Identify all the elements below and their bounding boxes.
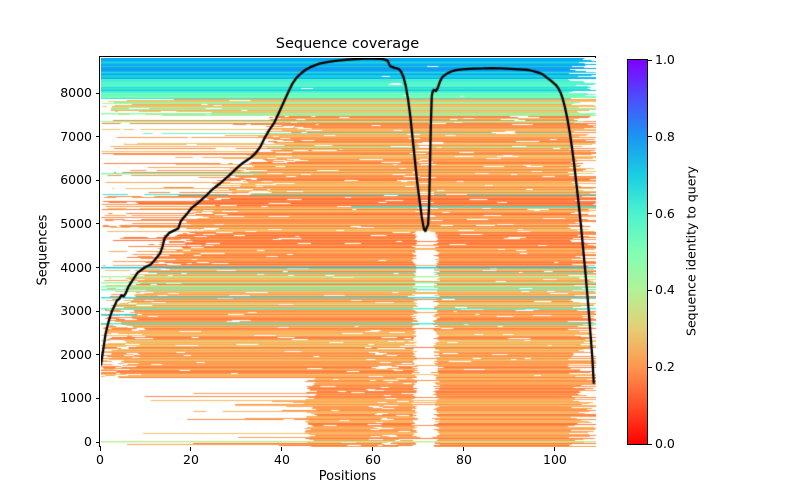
x-tick-label: 40 bbox=[274, 452, 290, 467]
y-tick-label: 7000 bbox=[60, 128, 92, 144]
colorbar-tick-mark bbox=[648, 366, 652, 368]
y-tick-mark bbox=[96, 136, 100, 138]
x-tick-label: 60 bbox=[365, 452, 381, 467]
y-tick-mark bbox=[96, 92, 100, 94]
x-tick-label: 100 bbox=[543, 452, 567, 467]
plot-area bbox=[99, 56, 596, 447]
colorbar-tick-label: 0.0 bbox=[655, 435, 675, 451]
colorbar-tick-label: 0.2 bbox=[655, 358, 675, 374]
y-tick-label: 4000 bbox=[60, 259, 92, 275]
plot-title: Sequence coverage bbox=[275, 36, 420, 52]
x-tick-mark bbox=[372, 447, 374, 451]
y-tick-label: 6000 bbox=[60, 172, 92, 188]
y-tick-label: 8000 bbox=[60, 84, 92, 100]
y-tick-label: 2000 bbox=[60, 346, 92, 362]
x-tick-mark bbox=[281, 447, 283, 451]
x-axis-label: Positions bbox=[318, 469, 377, 484]
y-tick-label: 5000 bbox=[60, 215, 92, 231]
x-tick-mark bbox=[463, 447, 465, 451]
msa-coverage-canvas bbox=[101, 58, 596, 447]
colorbar-tick-mark bbox=[648, 443, 652, 445]
y-tick-mark bbox=[96, 223, 100, 225]
y-tick-mark bbox=[96, 441, 100, 443]
colorbar-tick-mark bbox=[648, 136, 652, 138]
y-tick-mark bbox=[96, 267, 100, 269]
y-tick-mark bbox=[96, 310, 100, 312]
x-tick-mark bbox=[99, 447, 101, 451]
y-axis-label: Sequences bbox=[35, 214, 51, 286]
colorbar-tick-label: 0.4 bbox=[655, 282, 675, 298]
y-tick-label: 0 bbox=[84, 433, 92, 449]
colorbar-tick-label: 0.6 bbox=[655, 205, 675, 221]
x-tick-label: 20 bbox=[183, 452, 199, 467]
colorbar bbox=[627, 59, 648, 445]
colorbar-tick-label: 1.0 bbox=[655, 51, 675, 67]
colorbar-label: Sequence identity to query bbox=[683, 166, 699, 336]
y-tick-mark bbox=[96, 179, 100, 181]
y-tick-mark bbox=[96, 397, 100, 399]
y-tick-mark bbox=[96, 354, 100, 356]
x-tick-mark bbox=[554, 447, 556, 451]
y-tick-label: 1000 bbox=[60, 390, 92, 406]
colorbar-tick-mark bbox=[648, 59, 652, 61]
colorbar-tick-mark bbox=[648, 289, 652, 291]
y-tick-label: 3000 bbox=[60, 302, 92, 318]
colorbar-tick-label: 0.8 bbox=[655, 128, 675, 144]
colorbar-tick-mark bbox=[648, 213, 652, 215]
x-tick-mark bbox=[190, 447, 192, 451]
x-tick-label: 0 bbox=[96, 452, 104, 467]
x-tick-label: 80 bbox=[456, 452, 472, 467]
